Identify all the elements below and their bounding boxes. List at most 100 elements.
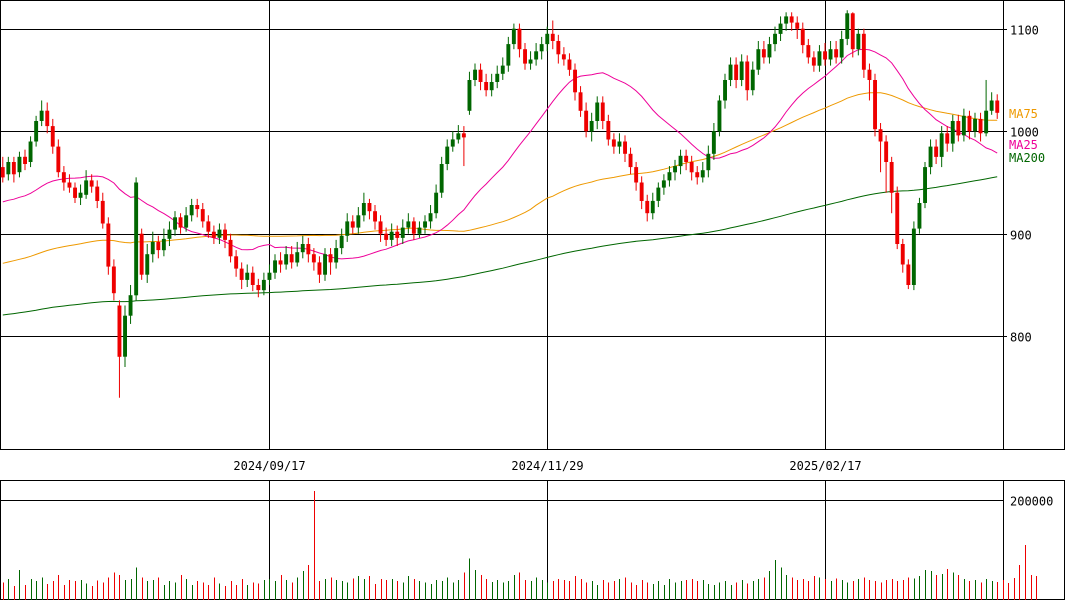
candle-body (773, 33, 777, 45)
candle-body (367, 203, 372, 212)
candle-body (384, 233, 389, 240)
candle-body (128, 295, 133, 316)
candle-body (523, 49, 527, 64)
candle-body (839, 39, 844, 58)
candle-body (84, 180, 89, 195)
candle-body (328, 254, 333, 263)
candle-body (228, 239, 233, 257)
candle-body (606, 121, 611, 140)
candle-body (573, 69, 577, 93)
candle-body (795, 22, 800, 29)
candle-body (806, 45, 811, 58)
candle-body (478, 69, 483, 82)
candle-body (0, 167, 5, 178)
candle-body (350, 221, 355, 228)
candle-body (539, 44, 544, 52)
candle-body (89, 180, 94, 187)
candle-body (856, 33, 861, 50)
price-tick-label: 1100 (1010, 24, 1039, 38)
candle-body (473, 69, 477, 80)
candle-body (706, 153, 711, 171)
candle-body (506, 44, 511, 66)
candle-body (745, 61, 750, 91)
candle-body (950, 121, 955, 144)
candle-body (173, 217, 177, 230)
candle-body (595, 102, 600, 121)
candle-body (739, 61, 744, 80)
candle-body (339, 235, 344, 249)
candle-body (389, 231, 394, 240)
candle-body (156, 241, 161, 251)
price-tick-label: 1000 (1010, 126, 1039, 140)
ma-label-ma200: MA200 (1009, 151, 1045, 165)
candle-body (995, 100, 1000, 113)
candle-body (767, 44, 772, 58)
candle-body (178, 217, 183, 228)
candle-body (395, 231, 400, 238)
candle-body (34, 121, 39, 142)
candle-body (584, 110, 589, 132)
candle-body (534, 51, 539, 60)
candle-body (184, 215, 189, 228)
candle-body (923, 167, 927, 203)
candle-body (261, 279, 266, 291)
candle-body (300, 244, 305, 253)
price-panel-frame (0, 0, 1065, 450)
candle-body (67, 182, 72, 188)
axis-labels: 800 900 1000 1100 2024/09/17 2024/11/29 2025/0… (233, 24, 1053, 509)
candle-body (250, 272, 255, 285)
candle-body (650, 200, 655, 214)
candle-body (789, 16, 794, 23)
price-tick-label: 800 (1010, 331, 1032, 345)
candle-body (400, 227, 405, 238)
candle-body (617, 141, 622, 147)
candle-body (778, 23, 783, 34)
candle-body (917, 203, 922, 229)
candle-body (845, 13, 850, 39)
candle-body (361, 203, 366, 216)
candle-body (861, 33, 866, 70)
candle-body (911, 228, 916, 285)
candle-body (45, 110, 50, 127)
candle-body (673, 166, 677, 173)
candle-body (850, 13, 855, 50)
candle-body (528, 59, 533, 64)
candle-body (645, 200, 650, 214)
candle-body (684, 155, 689, 162)
candle-body (334, 248, 339, 263)
candle-body (661, 180, 666, 188)
candle-body (495, 73, 500, 82)
candle-body (278, 260, 283, 265)
candle-body (695, 172, 700, 178)
candle-body (323, 254, 327, 275)
candle-body (656, 187, 661, 201)
candle-body (900, 244, 905, 265)
candle-body (161, 238, 166, 251)
candle-body (589, 121, 594, 132)
candle-body (639, 182, 644, 201)
candle-body (811, 57, 816, 66)
date-tick-label: 2025/02/17 (789, 459, 861, 473)
candle-body (761, 49, 766, 58)
candle-body (139, 233, 144, 275)
candle-body (895, 192, 900, 244)
candle-body (411, 221, 416, 234)
candle-body (611, 139, 616, 147)
candle-body (284, 254, 289, 265)
candle-body (295, 252, 300, 263)
candle-body (906, 264, 911, 285)
candle-body (23, 156, 27, 164)
candle-body (984, 110, 989, 134)
candle-body (545, 33, 550, 45)
candle-body (73, 187, 77, 198)
candle-body (634, 167, 639, 183)
candle-body (723, 80, 727, 101)
candle-body (245, 272, 250, 280)
candle-body (195, 205, 200, 210)
candle-body (406, 221, 411, 228)
candle-body (450, 139, 455, 147)
candle-body (417, 227, 422, 234)
candle-body (239, 268, 244, 280)
